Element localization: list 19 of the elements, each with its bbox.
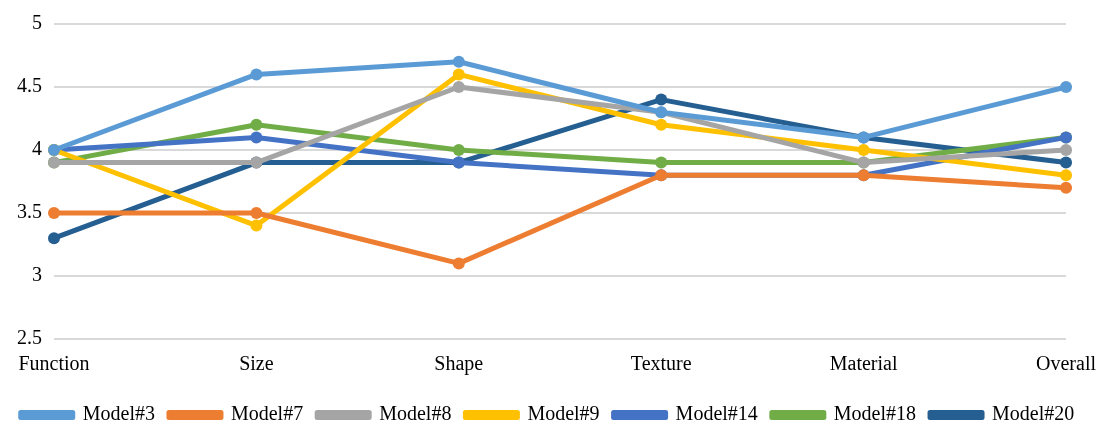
y-tick-label: 2.5 <box>17 326 42 349</box>
legend-label: Model#20 <box>992 402 1075 425</box>
y-tick-label: 4 <box>32 137 42 160</box>
y-tick-label: 5 <box>32 11 42 34</box>
y-tick-label: 3.5 <box>17 200 42 223</box>
x-tick-label: Size <box>239 352 274 375</box>
legend-label: Model#8 <box>379 402 452 425</box>
legend-label: Model#9 <box>527 402 600 425</box>
x-tick-label: Overall <box>1036 352 1097 375</box>
x-tick-label: Material <box>829 352 898 375</box>
y-tick-label: 4.5 <box>17 74 42 97</box>
legend-label: Model#3 <box>82 402 155 425</box>
legend-label: Model#18 <box>833 402 917 425</box>
y-tick-label: 3 <box>32 263 42 286</box>
x-tick-label: Shape <box>434 352 484 376</box>
legend-label: Model#14 <box>675 402 758 425</box>
x-tick-label: Texture <box>630 352 692 375</box>
legend-label: Model#7 <box>230 402 304 425</box>
x-tick-label: Function <box>18 352 90 375</box>
